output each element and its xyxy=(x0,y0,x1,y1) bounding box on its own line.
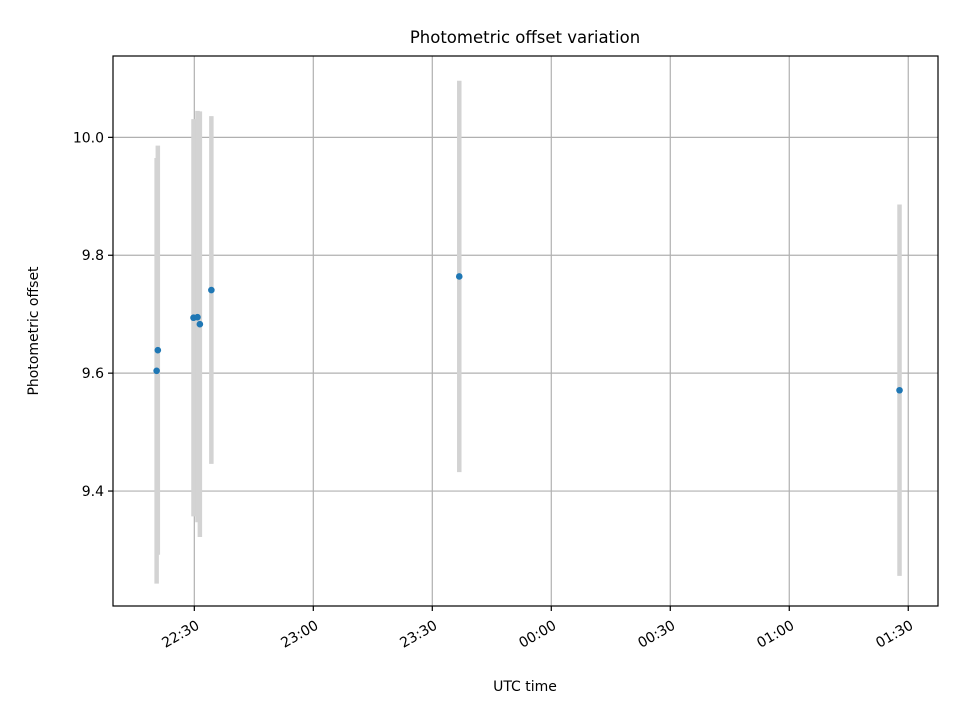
data-point xyxy=(208,287,215,294)
y-tick-label: 9.8 xyxy=(82,248,104,264)
data-point xyxy=(896,387,903,394)
data-point xyxy=(194,314,201,321)
chart-title: Photometric offset variation xyxy=(410,28,640,47)
data-point xyxy=(456,273,463,280)
y-tick-label: 9.6 xyxy=(82,366,104,382)
y-tick-label: 10.0 xyxy=(73,130,104,146)
data-point xyxy=(197,321,204,328)
y-axis-label: Photometric offset xyxy=(26,266,42,396)
data-point xyxy=(155,347,162,354)
y-tick-label: 9.4 xyxy=(82,484,104,500)
x-axis-label: UTC time xyxy=(493,679,557,695)
data-point xyxy=(153,367,160,374)
